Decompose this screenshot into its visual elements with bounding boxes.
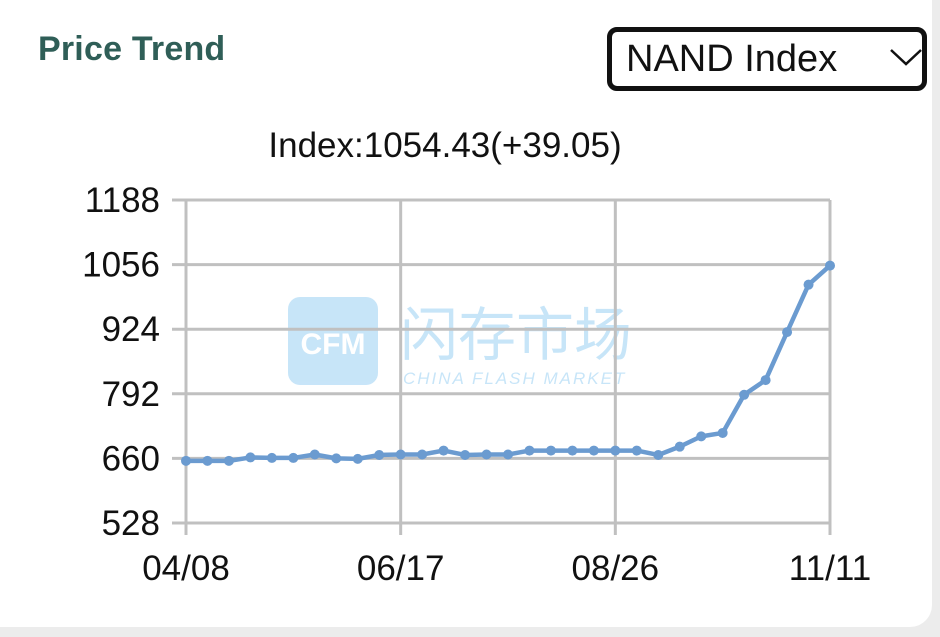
index-selector[interactable]: NAND Index <box>607 27 927 91</box>
plot-area <box>181 260 835 466</box>
page-title: Price Trend <box>38 30 226 68</box>
data-point <box>631 445 642 456</box>
readout-change: (+39.05) <box>490 126 622 165</box>
data-point <box>803 279 814 290</box>
watermark-logo-text: CFM <box>301 328 366 361</box>
y-tick-label: 924 <box>102 310 160 349</box>
y-axis: 1188 1056 924 792 660 528 <box>82 181 160 543</box>
data-point <box>395 449 406 460</box>
data-point <box>610 445 621 456</box>
y-tick-label: 792 <box>102 375 160 414</box>
data-point <box>760 375 771 386</box>
x-axis: 04/08 06/17 08/26 11/11 <box>142 549 871 588</box>
data-point <box>739 389 750 400</box>
data-point <box>352 453 363 464</box>
data-point <box>588 445 599 456</box>
data-point <box>825 260 835 271</box>
data-point <box>524 445 535 456</box>
data-point <box>674 441 685 452</box>
index-readout: Index:1054.43(+39.05) <box>0 126 890 166</box>
data-point <box>374 449 385 460</box>
y-tick-label: 660 <box>102 439 160 478</box>
data-point <box>181 455 191 466</box>
data-point <box>460 449 471 460</box>
y-tick-label: 1188 <box>85 181 160 220</box>
watermark-name-en: CHINA FLASH MARKET <box>403 369 626 388</box>
x-tick-label: 11/11 <box>789 549 871 588</box>
readout-label: Index: <box>268 126 364 165</box>
data-point <box>481 449 492 460</box>
x-tick-label: 06/17 <box>357 549 445 588</box>
data-point <box>202 455 213 466</box>
price-trend-chart: CFM 闪存市场 CHINA FLASH MARKET 1188 1056 924 7… <box>82 181 871 588</box>
data-point <box>288 452 299 463</box>
x-tick-label: 08/26 <box>572 549 660 588</box>
data-point <box>782 327 793 338</box>
data-point <box>309 449 320 460</box>
data-point <box>417 449 428 460</box>
data-point <box>223 455 234 466</box>
watermark-name-cn: 闪存市场 <box>400 301 632 369</box>
data-point <box>653 449 664 460</box>
data-point <box>266 452 277 463</box>
index-selector-value: NAND Index <box>626 38 838 80</box>
chevron-down-icon <box>890 49 922 66</box>
data-point <box>545 445 556 456</box>
data-point <box>567 445 578 456</box>
data-point <box>245 452 256 463</box>
data-point <box>717 427 728 438</box>
data-point <box>503 449 513 460</box>
cfm-logo-icon <box>288 297 378 385</box>
cfm-watermark: CFM 闪存市场 CHINA FLASH MARKET <box>288 297 632 388</box>
y-tick-label: 528 <box>102 504 160 543</box>
data-point <box>438 445 449 456</box>
price-trend-card: Price Trend NAND Index Index:1054.43(+39… <box>0 0 932 627</box>
data-point <box>696 431 707 442</box>
readout-value: 1054.43 <box>363 126 491 165</box>
y-tick-label: 1056 <box>82 246 160 285</box>
x-tick-label: 04/08 <box>142 549 230 588</box>
data-point <box>331 453 342 464</box>
